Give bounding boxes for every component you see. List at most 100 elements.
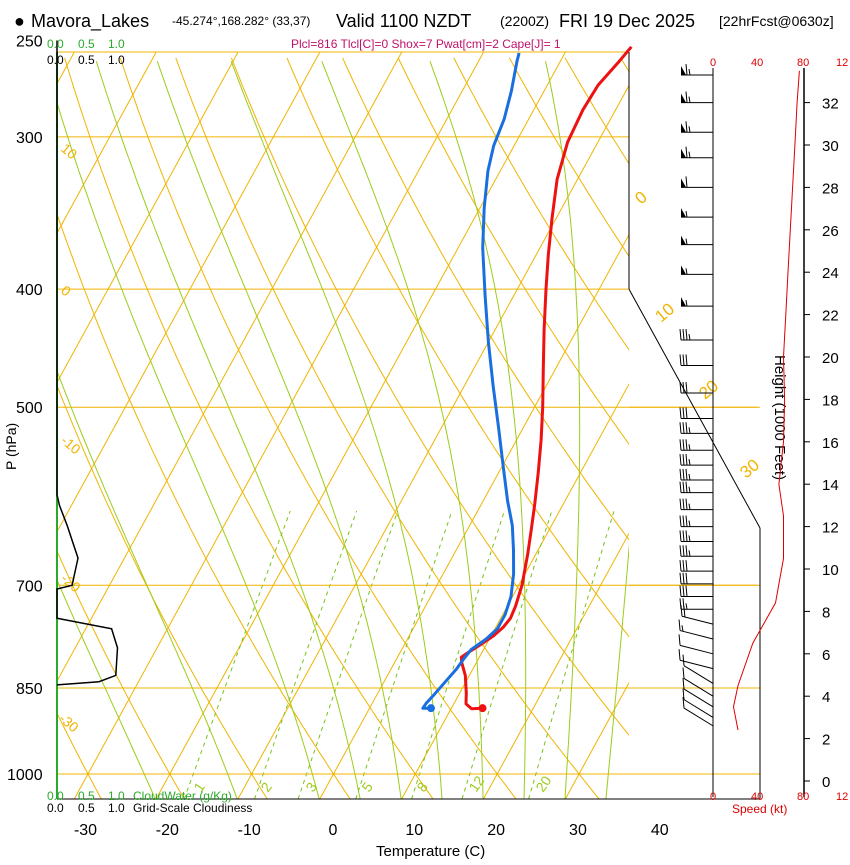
wind-barb-feather (680, 560, 681, 571)
wind-barb (680, 586, 713, 597)
pressure-tick-label: 1000 (7, 767, 43, 784)
wind-barb (680, 454, 713, 465)
wind-barb (681, 92, 713, 103)
wind-barb-feather (680, 422, 681, 433)
wind-barb-feather (686, 516, 687, 527)
plot-clipped-group (0, 40, 850, 799)
dry-adiabat-label: -30 (56, 710, 82, 735)
wind-barb-feather (683, 560, 684, 571)
pressure-tick-label: 250 (16, 33, 43, 50)
speed-tick-top: 0 (710, 57, 716, 69)
wind-barb-pennant (681, 208, 686, 217)
height-tick-label: 22 (822, 308, 839, 325)
wind-barb-feather (686, 121, 687, 132)
wind-barb-half-feather (689, 152, 690, 158)
x-axis-title: Temperature (C) (376, 843, 485, 860)
wind-barb (681, 208, 713, 217)
height-tick-label: 30 (822, 138, 839, 155)
wind-barb-feather (680, 482, 681, 493)
wind-barb-feather (680, 407, 681, 418)
wind-barb-feather (683, 499, 684, 510)
wind-barb-pennant (681, 297, 686, 306)
wind-barb-pennant (681, 265, 686, 274)
cloudiness-top-tick: 0.5 (78, 53, 95, 67)
wind-barb-half-feather (686, 268, 687, 274)
isotherm-line (647, 52, 850, 799)
isotherm-line (402, 52, 811, 799)
station-name: Mavora_Lakes (31, 11, 149, 32)
moist-adiabat-line (322, 61, 483, 800)
dry-adiabat-label: 10 (58, 140, 80, 162)
mixing-ratio-label: 12 (465, 773, 487, 795)
isotherm-line (320, 52, 729, 799)
speed-tick-bottom: 80 (797, 791, 809, 803)
dry-adiabat-label: -10 (58, 432, 84, 457)
wind-barb-feather (686, 439, 687, 450)
wind-barb-feather (683, 530, 684, 541)
height-tick-label: 8 (822, 604, 830, 621)
wind-barb-feather (683, 586, 684, 597)
cloudwater-top-tick: 1.0 (108, 37, 125, 51)
wind-barb-half-feather (686, 211, 687, 217)
wind-barb-feather (680, 469, 681, 480)
wind-barb-feather (680, 516, 681, 527)
wind-barb-feather (684, 606, 685, 617)
mixing-ratio-line (529, 511, 614, 799)
wind-barb-feather (679, 634, 680, 645)
wind-barb-feather (686, 499, 687, 510)
wind-barb-pennant (681, 236, 686, 245)
height-tick-label: 26 (822, 223, 839, 240)
wind-barb-feather (679, 620, 680, 631)
wind-barb-staff (684, 689, 713, 707)
dry-adiabat-line (787, 58, 850, 799)
wind-barb (680, 469, 713, 480)
wind-barb (680, 516, 713, 527)
utc-time: (2200Z) (500, 13, 549, 29)
wind-barb (681, 121, 713, 132)
wind-barb-staff (680, 645, 713, 653)
wind-barb-half-feather (689, 504, 690, 510)
height-tick-label: 2 (822, 732, 830, 749)
wind-barb-feather (686, 586, 687, 597)
height-tick-label: 4 (822, 689, 830, 706)
wind-barb (680, 354, 713, 365)
stability-indices: Plcl=816 Tlcl[C]=0 Shox=7 Pwat[cm]=2 Cap… (291, 37, 561, 51)
height-tick-label: 12 (822, 520, 839, 537)
isotherm-label: 20 (695, 376, 722, 403)
wind-barb-feather (680, 586, 681, 597)
height-tick-label: 6 (822, 647, 830, 664)
height-tick-label: 18 (822, 392, 839, 409)
wind-barb-feather (686, 482, 687, 493)
moist-adiabat-line (606, 61, 651, 800)
wind-barb (681, 605, 713, 624)
plot-frame-diagonal (629, 289, 760, 528)
wind-barb-feather (683, 573, 684, 584)
wind-barb-feather (683, 454, 684, 465)
pressure-tick-label: 400 (16, 282, 43, 299)
header-marker: ● (14, 11, 25, 31)
wind-barb-feather (680, 329, 681, 340)
wind-barb (680, 482, 713, 493)
wind-barb-feather (686, 92, 687, 103)
mixing-ratio-label: 5 (358, 779, 376, 795)
isotherm-label: 30 (736, 455, 763, 482)
isotherm-line (484, 52, 850, 799)
wind-barb-feather (680, 439, 681, 450)
wind-barb-feather (686, 530, 687, 541)
temperature-tick-label: -20 (156, 822, 179, 839)
wind-barb-half-feather (686, 603, 687, 609)
cloudiness-top-tick: 0.0 (47, 53, 64, 67)
pressure-tick-label: 700 (16, 578, 43, 595)
wind-barb-half-feather (689, 126, 690, 132)
wind-barb-feather (680, 354, 681, 365)
wind-barb-feather (683, 516, 684, 527)
height-tick-label: 28 (822, 180, 839, 197)
wind-barb-feather (686, 64, 687, 75)
wind-barb-staff (682, 616, 713, 624)
wind-barb (680, 499, 713, 510)
wind-barb-feather (683, 382, 684, 393)
speed-tick-top: 80 (797, 57, 809, 69)
wind-barb-feather (686, 329, 687, 340)
cloudiness-bottom-tick: 0.0 (47, 801, 64, 815)
